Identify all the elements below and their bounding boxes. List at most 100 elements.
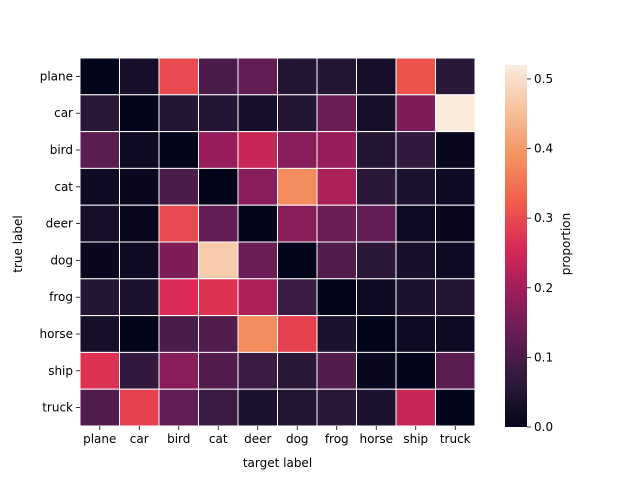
y-tick-label: dog xyxy=(50,253,73,267)
y-tick-label: ship xyxy=(48,364,73,378)
heatmap-cell-frog-dog xyxy=(277,278,318,317)
heatmap-cell-bird-horse xyxy=(356,131,397,169)
x-tick-label: deer xyxy=(244,432,271,446)
y-tick-label: horse xyxy=(39,327,73,341)
heatmap-cell-dog-car xyxy=(119,241,160,280)
heatmap-cell-ship-car xyxy=(119,351,160,390)
heatmap-cell-truck-dog xyxy=(277,388,318,427)
heatmap-cell-ship-plane xyxy=(79,351,120,390)
heatmap-cell-truck-frog xyxy=(316,388,357,427)
heatmap-cell-ship-horse xyxy=(356,351,397,390)
heatmap-cell-horse-deer xyxy=(237,315,278,353)
heatmap-cell-plane-plane xyxy=(79,57,120,96)
heatmap-cell-cat-plane xyxy=(79,167,120,206)
heatmap-cell-bird-truck xyxy=(435,131,476,169)
heatmap-cell-bird-car xyxy=(119,131,160,169)
heatmap-cell-dog-horse xyxy=(356,241,397,280)
heatmap-cell-frog-car xyxy=(119,278,160,317)
heatmap-cell-dog-truck xyxy=(435,241,476,280)
y-tick-label: plane xyxy=(40,69,73,83)
y-tick-label: frog xyxy=(49,290,73,304)
heatmap-cells xyxy=(79,57,476,427)
heatmap-cell-plane-horse xyxy=(356,57,397,96)
heatmap-cell-ship-dog xyxy=(277,351,318,390)
heatmap-cell-deer-dog xyxy=(277,204,318,243)
heatmap-cell-deer-horse xyxy=(356,204,397,243)
heatmap-cell-truck-cat xyxy=(198,388,239,427)
heatmap-cell-horse-plane xyxy=(79,315,120,353)
x-tick-label: frog xyxy=(325,432,349,446)
heatmap-cell-bird-deer xyxy=(237,131,278,169)
heatmap-cell-truck-plane xyxy=(79,388,120,427)
x-tick-label: horse xyxy=(359,432,393,446)
heatmap-cell-truck-deer xyxy=(237,388,278,427)
heatmap-cell-cat-cat xyxy=(198,167,239,206)
heatmap-cell-cat-ship xyxy=(395,167,436,206)
x-axis-label: target label xyxy=(243,456,312,470)
heatmap-cell-cat-frog xyxy=(316,167,357,206)
heatmap-cell-plane-cat xyxy=(198,57,239,96)
heatmap-cell-bird-plane xyxy=(79,131,120,169)
heatmap-cell-ship-bird xyxy=(158,351,199,390)
heatmap-cell-car-bird xyxy=(158,94,199,133)
y-tick-label: bird xyxy=(50,143,73,157)
heatmap-cell-dog-plane xyxy=(79,241,120,280)
heatmap-cell-dog-cat xyxy=(198,241,239,280)
x-tick-label: plane xyxy=(83,432,116,446)
heatmap-cell-deer-plane xyxy=(79,204,120,243)
y-tick-label: truck xyxy=(42,401,73,415)
heatmap-cell-ship-deer xyxy=(237,351,278,390)
heatmap-cell-deer-bird xyxy=(158,204,199,243)
heatmap-cell-car-ship xyxy=(395,94,436,133)
heatmap-cell-cat-car xyxy=(119,167,160,206)
heatmap-cell-plane-frog xyxy=(316,57,357,96)
y-axis-label: true label xyxy=(11,215,25,272)
x-tick-label: car xyxy=(130,432,149,446)
heatmap-cell-plane-deer xyxy=(237,57,278,96)
heatmap-cell-car-car xyxy=(119,94,160,133)
heatmap-cell-deer-car xyxy=(119,204,160,243)
colorbar-ticks: 0.0 0.1 0.2 0.3 0.4 0.5 xyxy=(527,72,553,434)
heatmap-cell-deer-frog xyxy=(316,204,357,243)
heatmap-cell-car-plane xyxy=(79,94,120,133)
heatmap-cell-deer-deer xyxy=(237,204,278,243)
heatmap-cell-truck-ship xyxy=(395,388,436,427)
x-tick-label: bird xyxy=(167,432,190,446)
heatmap-cell-truck-horse xyxy=(356,388,397,427)
colorbar: 0.0 0.1 0.2 0.3 0.4 0.5 proportion xyxy=(505,65,573,434)
heatmap-cell-cat-dog xyxy=(277,167,318,206)
colorbar-tick-label: 0.4 xyxy=(534,142,553,156)
heatmap-cell-frog-deer xyxy=(237,278,278,317)
heatmap-cell-horse-frog xyxy=(316,315,357,353)
heatmap-cell-plane-truck xyxy=(435,57,476,96)
heatmap-cell-horse-cat xyxy=(198,315,239,353)
heatmap-cell-bird-dog xyxy=(277,131,318,169)
y-tick-label: deer xyxy=(46,217,73,231)
heatmap-cell-horse-car xyxy=(119,315,160,353)
heatmap-cell-plane-dog xyxy=(277,57,318,96)
heatmap-cell-dog-deer xyxy=(237,241,278,280)
heatmap-cell-horse-bird xyxy=(158,315,199,353)
heatmap-cell-truck-car xyxy=(119,388,160,427)
heatmap-cell-deer-ship xyxy=(395,204,436,243)
heatmap-cell-dog-frog xyxy=(316,241,357,280)
heatmap-cell-plane-car xyxy=(119,57,160,96)
heatmap-cell-plane-bird xyxy=(158,57,199,96)
y-tick-label: cat xyxy=(54,180,73,194)
colorbar-tick-label: 0.1 xyxy=(534,350,553,364)
heatmap-cell-car-dog xyxy=(277,94,318,133)
heatmap-cell-car-deer xyxy=(237,94,278,133)
y-tick-label: car xyxy=(54,106,73,120)
heatmap-cell-horse-dog xyxy=(277,315,318,353)
heatmap-cell-car-truck xyxy=(435,94,476,133)
heatmap-cell-dog-bird xyxy=(158,241,199,280)
x-tick-label: dog xyxy=(286,432,309,446)
colorbar-tick-label: 0.5 xyxy=(534,72,553,86)
heatmap-cell-horse-ship xyxy=(395,315,436,353)
heatmap-cell-cat-deer xyxy=(237,167,278,206)
heatmap-cell-plane-ship xyxy=(395,57,436,96)
heatmap-cell-dog-dog xyxy=(277,241,318,280)
heatmap-cell-deer-cat xyxy=(198,204,239,243)
heatmap-cell-frog-frog xyxy=(316,278,357,317)
